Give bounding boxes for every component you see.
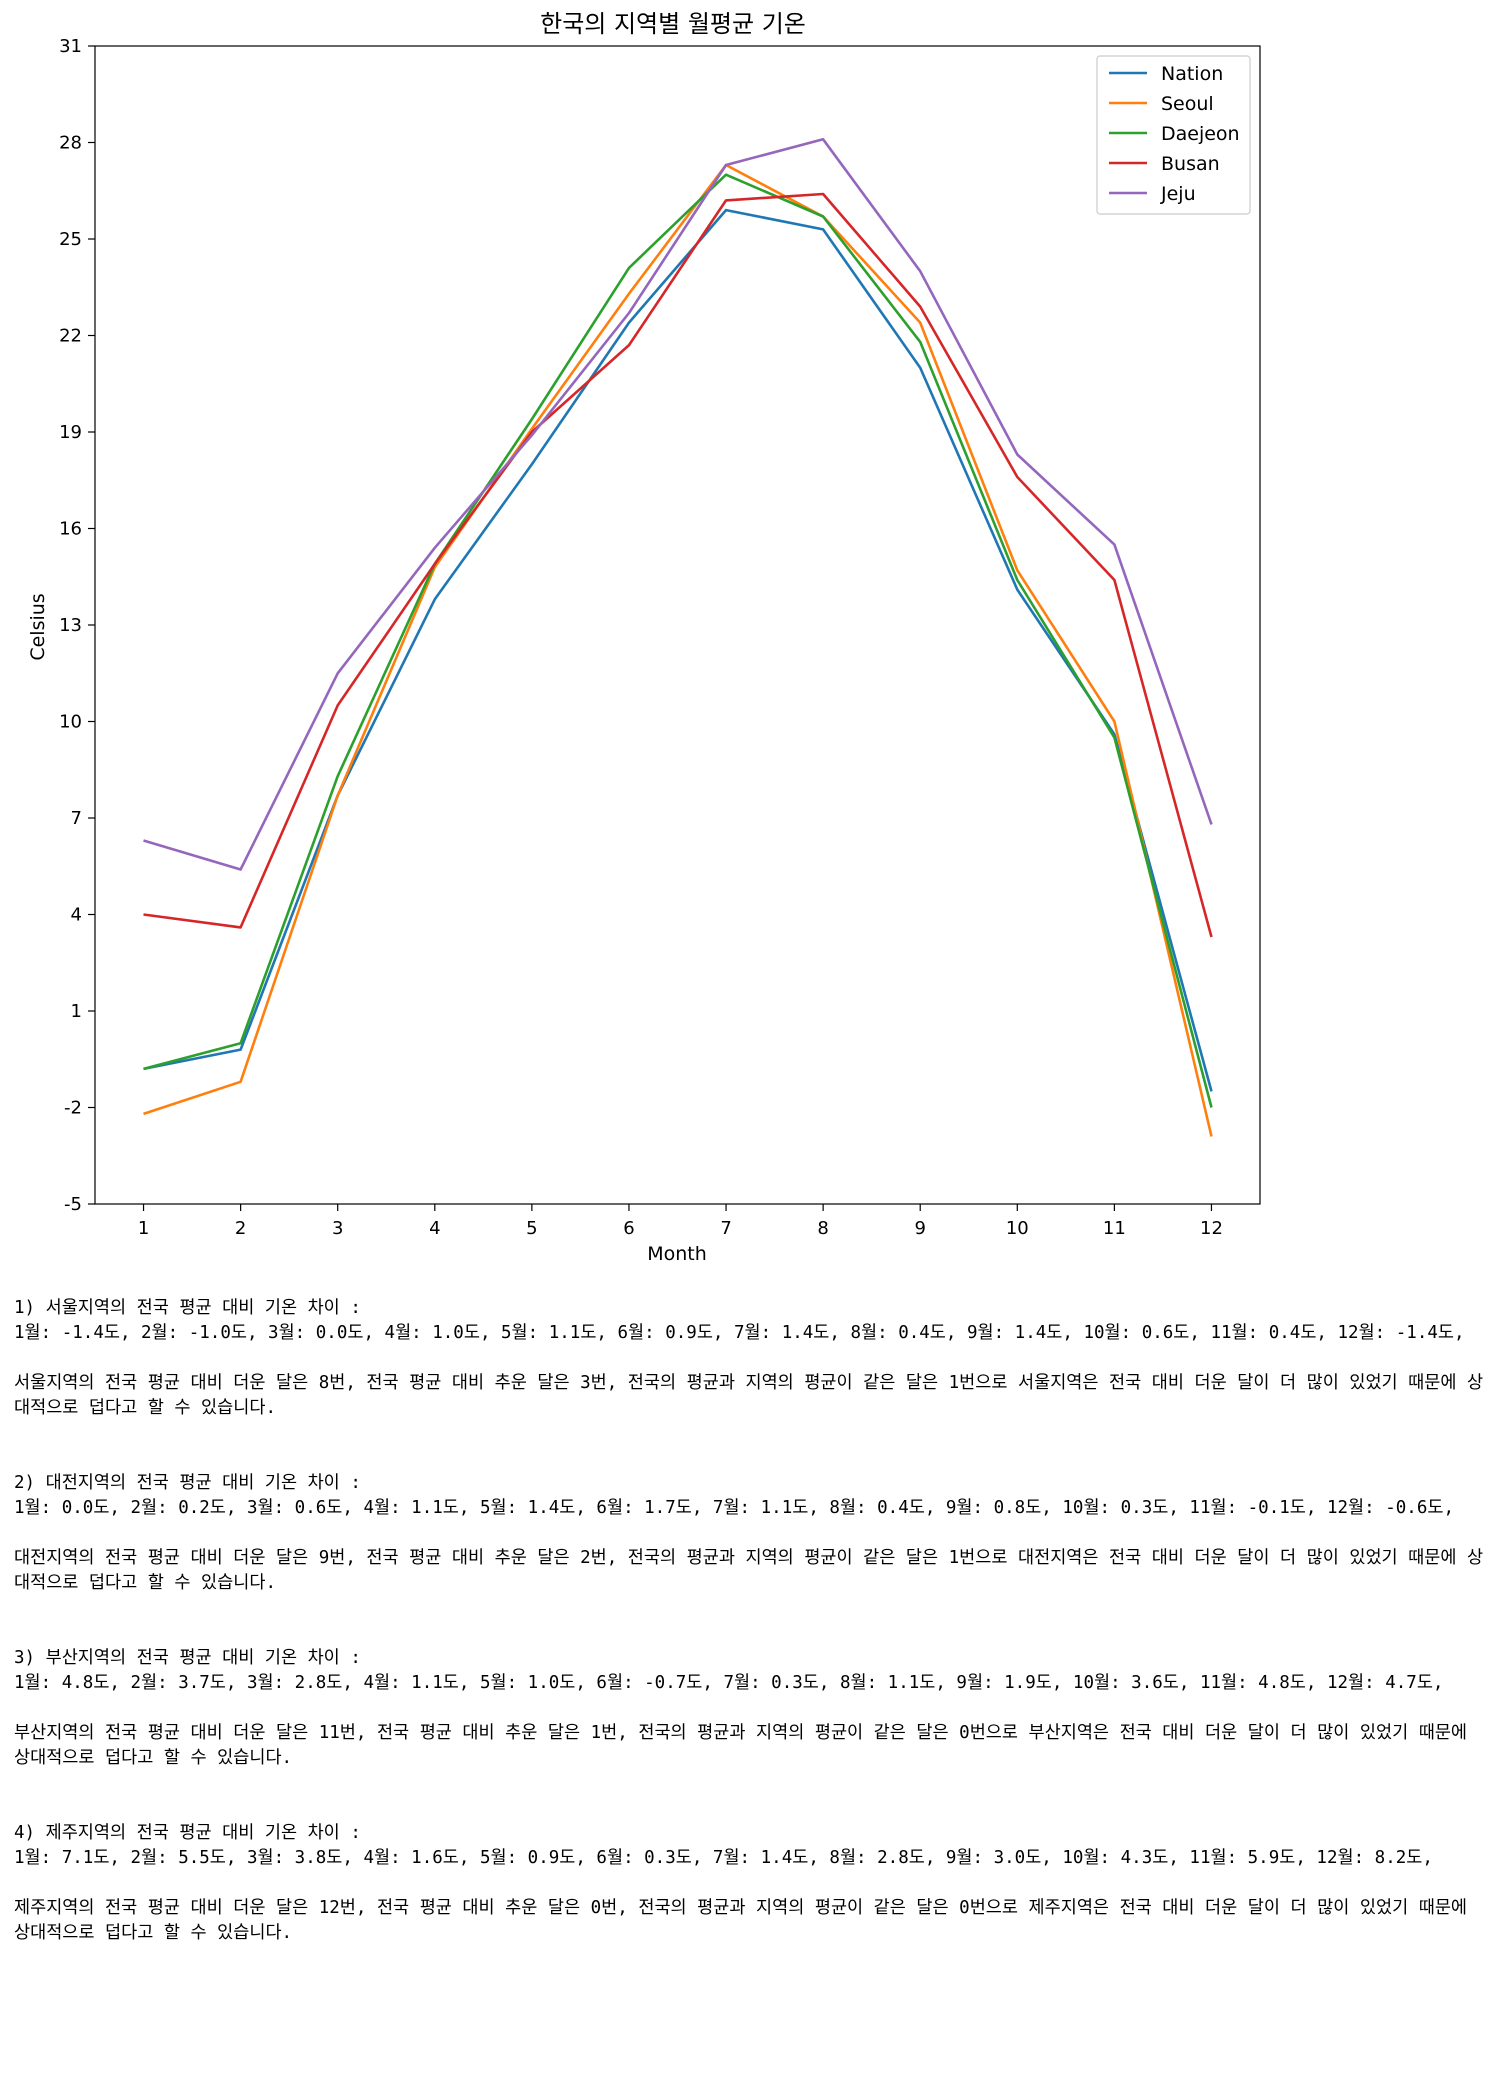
x-tick-label: 5 xyxy=(526,1218,537,1239)
legend-box xyxy=(1096,55,1251,215)
section-title: 2) 대전지역의 전국 평균 대비 기온 차이 : xyxy=(14,1473,361,1493)
y-tick-label: 1 xyxy=(71,1001,82,1022)
x-axis-label: Month xyxy=(647,1243,707,1265)
section-values: 1월: -1.4도, 2월: -1.0도, 3월: 0.0도, 4월: 1.0도… xyxy=(14,1323,1465,1343)
y-tick-label: -5 xyxy=(64,1194,82,1215)
x-tick-label: 6 xyxy=(623,1218,634,1239)
series-line-jeju xyxy=(143,138,1213,871)
section-summary: 서울지역의 전국 평균 대비 더운 달은 8번, 전국 평균 대비 추운 달은 … xyxy=(14,1373,1484,1418)
x-tick-label: 9 xyxy=(914,1218,925,1239)
chart-title: 한국의 지역별 월평균 기온 xyxy=(540,10,806,38)
x-tick-label: 11 xyxy=(1103,1218,1126,1239)
series-line-nation xyxy=(143,208,1213,1092)
y-tick-label: 31 xyxy=(59,36,82,57)
y-tick-label: 10 xyxy=(59,712,82,733)
x-tick-label: 7 xyxy=(720,1218,731,1239)
x-tick-label: 1 xyxy=(138,1218,149,1239)
y-tick-label: 13 xyxy=(59,615,82,636)
legend-label-nation: Nation xyxy=(1161,63,1223,85)
x-tick-label: 8 xyxy=(817,1218,828,1239)
analysis-section: 4) 제주지역의 전국 평균 대비 기온 차이 : 1월: 7.1도, 2월: 5… xyxy=(14,1821,1484,1946)
y-tick-label: -2 xyxy=(64,1098,82,1119)
x-tick-label: 10 xyxy=(1006,1218,1029,1239)
section-summary: 대전지역의 전국 평균 대비 더운 달은 9번, 전국 평균 대비 추운 달은 … xyxy=(14,1548,1484,1593)
analysis-section: 1) 서울지역의 전국 평균 대비 기온 차이 : 1월: -1.4도, 2월: … xyxy=(14,1296,1484,1421)
section-values: 1월: 7.1도, 2월: 5.5도, 3월: 3.8도, 4월: 1.6도, … xyxy=(14,1848,1433,1868)
y-tick-label: 22 xyxy=(59,326,82,347)
legend-label-jeju: Jeju xyxy=(1160,183,1196,205)
analysis-section: 2) 대전지역의 전국 평균 대비 기온 차이 : 1월: 0.0도, 2월: 0… xyxy=(14,1471,1484,1596)
series-line-daejeon xyxy=(143,173,1213,1108)
y-tick-label: 7 xyxy=(71,808,82,829)
y-axis-label: Celsius xyxy=(27,593,49,660)
legend-label-busan: Busan xyxy=(1161,153,1220,175)
section-summary: 제주지역의 전국 평균 대비 더운 달은 12번, 전국 평균 대비 추운 달은… xyxy=(14,1898,1478,1943)
section-title: 3) 부산지역의 전국 평균 대비 기온 차이 : xyxy=(14,1648,361,1668)
x-tick-label: 3 xyxy=(332,1218,343,1239)
section-values: 1월: 4.8도, 2월: 3.7도, 3월: 2.8도, 4월: 1.1도, … xyxy=(14,1673,1444,1693)
analysis-section: 3) 부산지역의 전국 평균 대비 기온 차이 : 1월: 4.8도, 2월: 3… xyxy=(14,1646,1484,1771)
legend-label-daejeon: Daejeon xyxy=(1161,123,1240,145)
x-tick-label: 2 xyxy=(235,1218,246,1239)
y-tick-label: 4 xyxy=(71,905,82,926)
y-tick-label: 19 xyxy=(59,422,82,443)
chart-container: 한국의 지역별 월평균 기온 -5 -2 1 4 7 10 13 16 19 22 25 28 31 1 2… xyxy=(27,10,1261,1265)
section-values: 1월: 0.0도, 2월: 0.2도, 3월: 0.6도, 4월: 1.1도, … xyxy=(14,1498,1454,1518)
y-tick-label: 28 xyxy=(59,133,82,154)
section-title: 1) 서울지역의 전국 평균 대비 기온 차이 : xyxy=(14,1298,361,1318)
y-tick-label: 25 xyxy=(59,229,82,250)
analysis-text: 1) 서울지역의 전국 평균 대비 기온 차이 : 1월: -1.4도, 2월: … xyxy=(14,1296,1484,1996)
y-tick-label: 16 xyxy=(59,519,82,540)
series-line-busan xyxy=(143,192,1213,938)
legend-label-seoul: Seoul xyxy=(1161,93,1214,115)
x-tick-label: 12 xyxy=(1200,1218,1223,1239)
section-summary: 부산지역의 전국 평균 대비 더운 달은 11번, 전국 평균 대비 추운 달은… xyxy=(14,1723,1478,1768)
series-line-seoul xyxy=(143,163,1213,1137)
section-title: 4) 제주지역의 전국 평균 대비 기온 차이 : xyxy=(14,1823,361,1843)
x-tick-label: 4 xyxy=(429,1218,440,1239)
